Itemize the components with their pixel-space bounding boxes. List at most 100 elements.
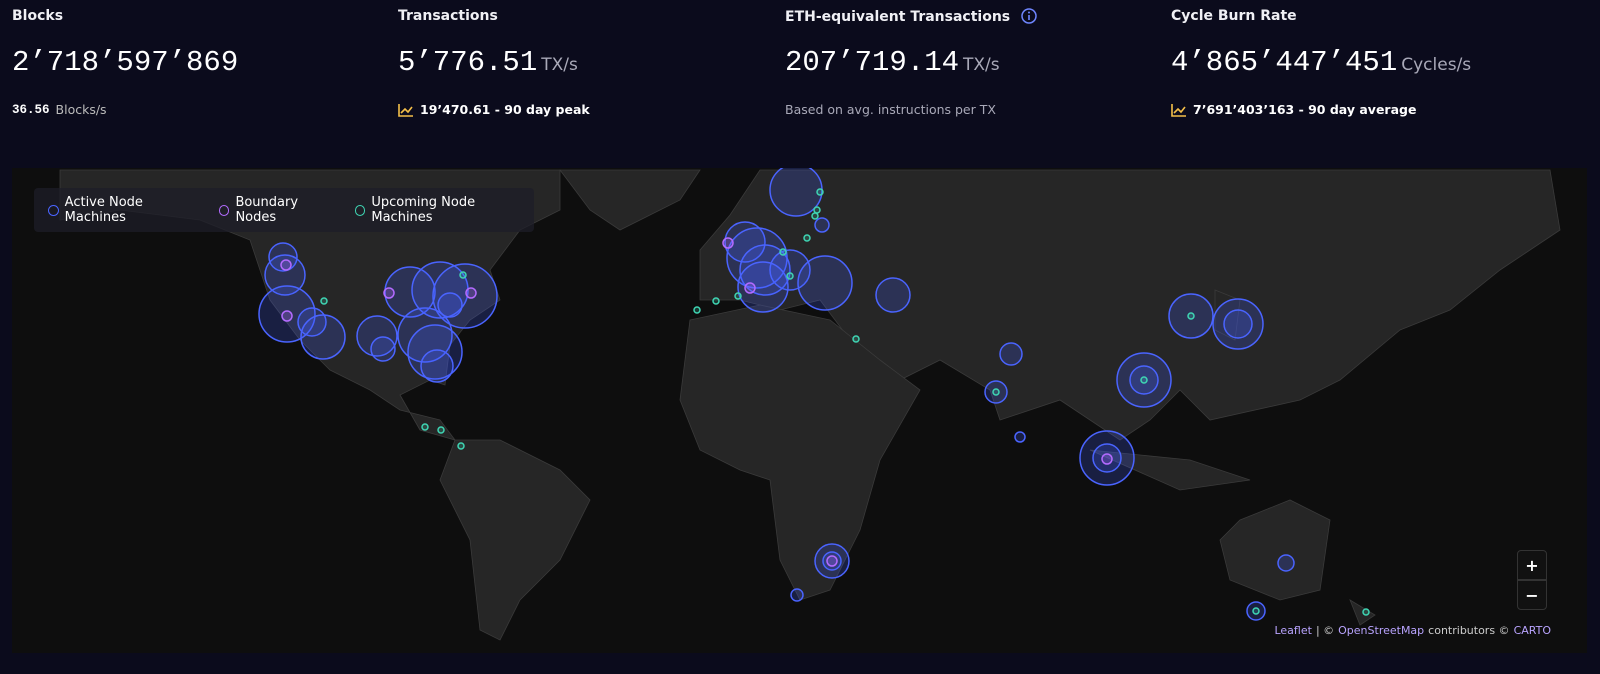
active-node[interactable] <box>769 249 811 291</box>
active-node[interactable] <box>1079 430 1135 486</box>
info-icon[interactable] <box>1021 8 1037 24</box>
stat-title: Cycle Burn Rate <box>1171 8 1297 24</box>
active-node[interactable] <box>432 263 498 329</box>
stat-title: ETH-equivalent Transactions <box>785 8 1037 25</box>
upcoming-node[interactable] <box>811 212 819 220</box>
active-node[interactable] <box>356 315 398 357</box>
active-node[interactable] <box>999 342 1023 366</box>
upcoming-node[interactable] <box>320 297 328 305</box>
sub-text: 7’691’403’163 - 90 day average <box>1193 102 1417 117</box>
active-node[interactable] <box>790 588 804 602</box>
legend-item: Upcoming Node Machines <box>354 195 534 225</box>
stat-subtitle: Based on avg. instructions per TX <box>785 102 996 117</box>
upcoming-node[interactable] <box>1252 607 1260 615</box>
boundary-node[interactable] <box>281 310 293 322</box>
upcoming-node[interactable] <box>1187 312 1195 320</box>
upcoming-node[interactable] <box>816 188 824 196</box>
upcoming-node[interactable] <box>712 297 720 305</box>
boundary-node[interactable] <box>383 287 395 299</box>
upcoming-node[interactable] <box>693 306 701 314</box>
upcoming-node[interactable] <box>437 426 445 434</box>
active-node[interactable] <box>814 543 850 579</box>
active-node[interactable] <box>724 221 766 263</box>
stat-value: 2’718’597’869 <box>12 46 238 79</box>
map[interactable]: Active Node Machines Boundary Nodes Upco… <box>12 168 1587 653</box>
sub-text: Blocks/s <box>55 102 107 117</box>
active-node[interactable] <box>814 217 830 233</box>
boundary-node[interactable] <box>465 287 477 299</box>
title-text: ETH-equivalent Transactions <box>785 9 1011 25</box>
active-node[interactable] <box>1092 443 1122 473</box>
value: 4’865’447’451 <box>1171 46 1398 79</box>
active-node[interactable] <box>420 349 454 383</box>
active-node[interactable] <box>1277 554 1295 572</box>
upcoming-node[interactable] <box>421 423 429 431</box>
boundary-node[interactable] <box>280 259 292 271</box>
sub-text: 19’470.61 - 90 day peak <box>420 102 590 117</box>
stat-transactions: Transactions 5’776.51 TX/s 19’470.61 - 90… <box>398 0 778 150</box>
attribution: Leaflet | © OpenStreetMap contributors ©… <box>1274 624 1551 637</box>
active-node[interactable] <box>258 285 316 343</box>
sub-text: Based on avg. instructions per TX <box>785 102 996 117</box>
legend-item: Active Node Machines <box>48 195 203 225</box>
active-node[interactable] <box>300 314 346 360</box>
upcoming-node[interactable] <box>459 271 467 279</box>
active-node[interactable] <box>797 255 853 311</box>
active-node[interactable] <box>1014 431 1026 443</box>
upcoming-node[interactable] <box>1362 608 1370 616</box>
active-node[interactable] <box>411 261 469 319</box>
upcoming-node[interactable] <box>734 292 742 300</box>
active-node[interactable] <box>984 380 1008 404</box>
active-node[interactable] <box>384 266 436 318</box>
boundary-node[interactable] <box>826 555 838 567</box>
upcoming-node[interactable] <box>992 388 1000 396</box>
legend: Active Node Machines Boundary Nodes Upco… <box>34 188 534 232</box>
boundary-node[interactable] <box>722 237 734 249</box>
upcoming-node[interactable] <box>813 206 821 214</box>
trend-icon <box>1171 103 1186 117</box>
stat-subtitle: 7’691’403’163 - 90 day average <box>1171 102 1416 117</box>
active-node[interactable] <box>264 254 306 296</box>
upcoming-node[interactable] <box>457 442 465 450</box>
attr-link[interactable]: OpenStreetMap <box>1338 624 1425 637</box>
legend-label: Upcoming Node Machines <box>371 195 476 225</box>
attr-link[interactable]: CARTO <box>1513 624 1551 637</box>
active-node[interactable] <box>737 261 789 313</box>
boundary-node[interactable] <box>1101 453 1113 465</box>
active-node[interactable] <box>875 277 911 313</box>
unit: Cycles/s <box>1401 55 1472 75</box>
active-node[interactable] <box>1223 309 1253 339</box>
stat-value: 5’776.51 TX/s <box>398 46 578 79</box>
active-node[interactable] <box>1129 365 1159 395</box>
active-node[interactable] <box>437 292 463 318</box>
active-node[interactable] <box>822 551 842 571</box>
upcoming-node[interactable] <box>852 335 860 343</box>
zoom-in[interactable]: + <box>1517 550 1547 580</box>
upcoming-node[interactable] <box>786 272 794 280</box>
legend-label: Active Node Machines <box>64 195 143 225</box>
unit: TX/s <box>541 55 578 75</box>
legend-swatch <box>48 204 59 216</box>
active-node[interactable] <box>739 244 791 296</box>
active-node[interactable] <box>397 307 453 363</box>
upcoming-node[interactable] <box>803 234 811 242</box>
stat-blocks: Blocks 2’718’597’869 36.56 Blocks/s <box>12 0 392 150</box>
unit: TX/s <box>963 55 1000 75</box>
active-node[interactable] <box>1212 298 1264 350</box>
boundary-node[interactable] <box>744 282 756 294</box>
stat-subtitle: 19’470.61 - 90 day peak <box>398 102 590 117</box>
legend-swatch <box>354 204 366 216</box>
upcoming-node[interactable] <box>1140 376 1148 384</box>
stat-title: Blocks <box>12 8 64 24</box>
active-node[interactable] <box>1246 601 1266 621</box>
trend-icon <box>398 103 413 117</box>
legend-item: Boundary Nodes <box>218 195 339 225</box>
active-node[interactable] <box>268 242 298 272</box>
active-node[interactable] <box>370 336 396 362</box>
upcoming-node[interactable] <box>779 248 787 256</box>
zoom-out[interactable]: − <box>1517 580 1547 610</box>
stat-value: 4’865’447’451 Cycles/s <box>1171 46 1471 79</box>
active-node[interactable] <box>1116 352 1172 408</box>
attr-link[interactable]: Leaflet <box>1274 624 1312 637</box>
active-node[interactable] <box>1168 293 1214 339</box>
